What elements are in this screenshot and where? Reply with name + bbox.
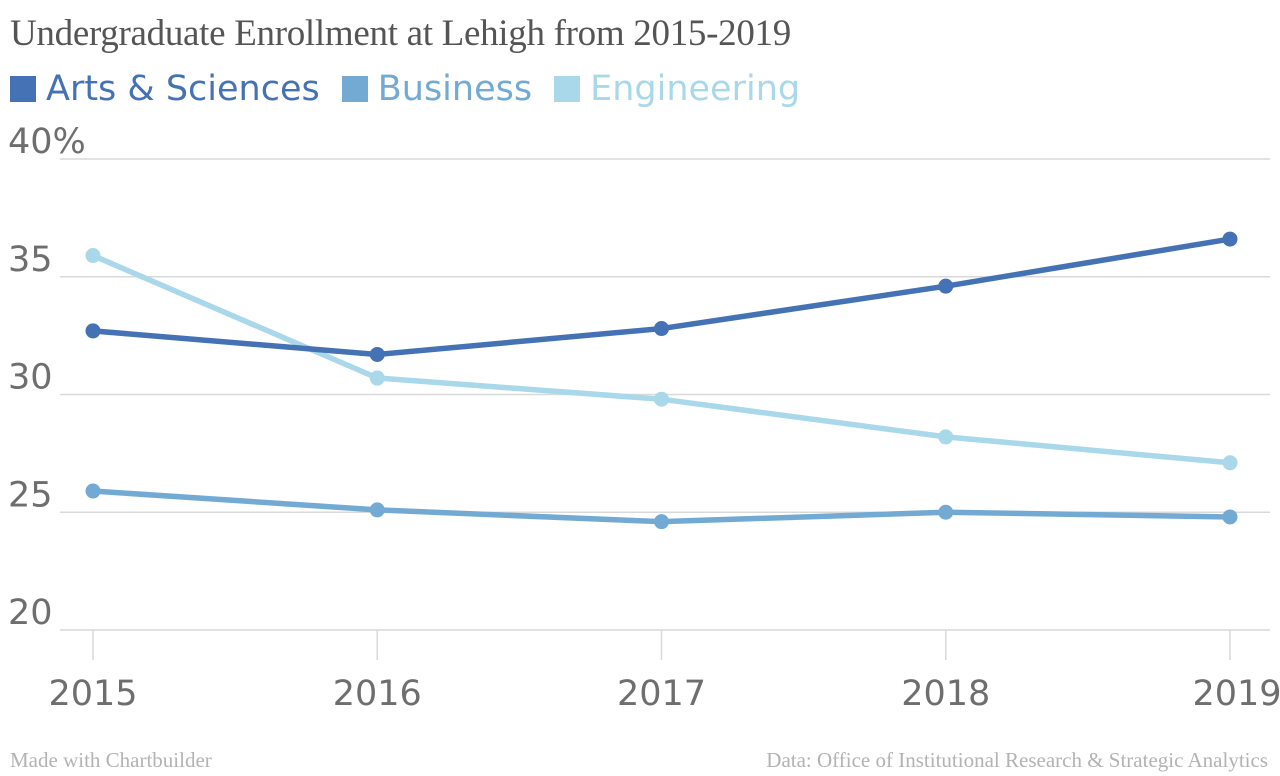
x-tick-label: 2016 [333, 674, 422, 714]
x-tick-label: 2015 [48, 674, 137, 714]
series-line-engineering [90, 252, 1233, 466]
data-point-business [369, 502, 385, 518]
chart-title: Undergraduate Enrollment at Lehigh from … [10, 13, 791, 54]
x-tick-label: 2018 [901, 674, 990, 714]
data-point-engineering [85, 248, 101, 264]
data-point-engineering [654, 391, 669, 407]
x-tick-label: 2019 [1192, 674, 1280, 714]
legend-item-arts-sciences: Arts & Sciences [10, 69, 320, 109]
legend-item-business: Business [341, 69, 533, 109]
y-tick-label: 20 [8, 593, 53, 633]
legend-item-engineering: Engineering [554, 69, 800, 109]
legend-label: Business [377, 69, 533, 109]
data-point-arts-sciences [654, 321, 669, 337]
data-point-engineering [369, 370, 385, 386]
data-point-business [938, 504, 954, 520]
footer-source: Data: Office of Institutional Research &… [766, 748, 1268, 772]
data-point-arts-sciences [1222, 231, 1238, 247]
footer-credit: Made with Chartbuilder [10, 748, 212, 772]
y-tick-label: 40% [8, 122, 86, 162]
data-point-business [1222, 509, 1238, 525]
data-point-arts-sciences [369, 346, 385, 362]
legend-label: Arts & Sciences [46, 69, 320, 109]
legend-label: Engineering [590, 69, 801, 109]
data-point-business [85, 483, 101, 499]
data-point-engineering [1222, 455, 1238, 471]
line-chart: 40% 35 30 25 20 2015 2016 2017 2018 2019 [8, 122, 1280, 714]
y-tick-label: 35 [8, 240, 53, 280]
legend-swatch [554, 76, 581, 102]
legend-swatch [341, 76, 368, 102]
legend-swatch [10, 76, 36, 102]
data-point-engineering [938, 429, 954, 445]
data-point-arts-sciences [85, 323, 101, 339]
y-tick-label: 30 [8, 358, 53, 398]
data-point-arts-sciences [938, 278, 954, 294]
x-tick-label: 2017 [617, 674, 706, 714]
chart-legend: Arts & Sciences Business Engineering [10, 64, 822, 114]
data-point-business [654, 514, 669, 530]
y-tick-label: 25 [8, 475, 53, 515]
series-line-arts-sciences [90, 236, 1233, 358]
